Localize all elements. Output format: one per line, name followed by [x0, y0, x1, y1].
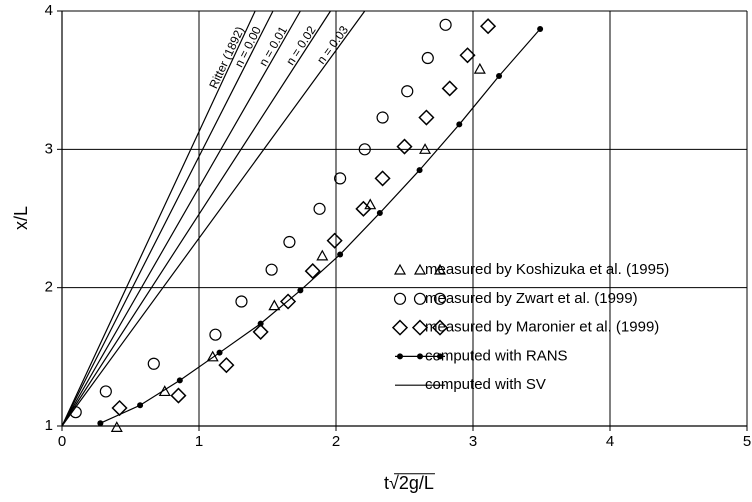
- legend-marker: [411, 319, 429, 336]
- point: [326, 232, 343, 249]
- x-tick-label: 3: [469, 433, 477, 450]
- sv-line: [61, 10, 256, 427]
- legend-marker: [397, 353, 403, 360]
- point: [473, 62, 486, 74]
- point: [147, 357, 160, 370]
- point: [439, 18, 452, 31]
- point: [401, 85, 414, 98]
- y-axis-label: x/L: [11, 206, 31, 230]
- point: [358, 143, 371, 156]
- sv-line: [61, 10, 332, 427]
- y-tick-label: 3: [45, 140, 53, 157]
- point: [376, 111, 389, 124]
- point: [257, 320, 264, 327]
- point: [459, 47, 476, 64]
- point: [265, 263, 278, 276]
- point: [396, 138, 413, 155]
- line-label: n = 0.03: [314, 23, 351, 67]
- point: [137, 402, 144, 409]
- point: [480, 18, 497, 35]
- legend-marker: [433, 263, 447, 275]
- legend-label: measured by Zwart et al. (1999): [425, 290, 638, 307]
- x-tick-label: 2: [332, 433, 340, 450]
- point: [416, 167, 423, 174]
- point: [252, 323, 269, 340]
- point: [337, 251, 344, 258]
- point: [235, 295, 248, 308]
- point: [283, 235, 296, 249]
- y-tick-label: 1: [45, 417, 53, 434]
- y-tick-label: 2: [45, 279, 53, 296]
- point: [209, 328, 222, 341]
- point: [537, 25, 544, 32]
- point: [110, 421, 123, 432]
- point: [496, 73, 503, 80]
- legend-marker: [417, 353, 423, 360]
- point: [170, 387, 187, 404]
- legend-marker: [433, 292, 447, 305]
- legend-label: computed with SV: [425, 376, 546, 393]
- sv-line: [61, 10, 366, 427]
- point: [376, 209, 383, 216]
- point: [334, 172, 347, 185]
- legend-marker: [437, 353, 443, 360]
- point: [216, 349, 223, 356]
- legend-label: computed with RANS: [425, 347, 568, 364]
- legend-label: measured by Maronier et al. (1999): [425, 319, 659, 336]
- point: [441, 80, 458, 97]
- legend-marker: [431, 319, 449, 336]
- legend-marker: [391, 319, 409, 336]
- y-tick-label: 4: [45, 2, 53, 19]
- point: [313, 202, 326, 215]
- point: [419, 143, 432, 154]
- point: [176, 377, 183, 384]
- point: [297, 287, 304, 294]
- sv-line: [61, 10, 301, 427]
- x-tick-label: 0: [58, 433, 66, 450]
- line-label: n = 0.02: [283, 23, 319, 68]
- point: [418, 109, 435, 126]
- rans-line: [100, 28, 541, 424]
- legend-marker: [393, 263, 407, 275]
- point: [355, 200, 372, 217]
- legend-label: measured by Koshizuka et al. (1995): [425, 261, 669, 278]
- point: [268, 299, 281, 311]
- point: [456, 121, 463, 128]
- x-axis-label: t√2g/L: [384, 473, 434, 493]
- point: [279, 293, 297, 310]
- point: [304, 263, 321, 280]
- point: [421, 51, 434, 65]
- point: [316, 249, 329, 261]
- point: [218, 357, 235, 374]
- sv-line: [61, 10, 274, 427]
- point: [99, 385, 112, 398]
- x-tick-label: 4: [606, 433, 614, 450]
- legend-marker: [413, 263, 427, 275]
- legend-marker: [393, 292, 407, 305]
- legend-marker: [413, 292, 427, 305]
- point: [97, 420, 104, 427]
- x-tick-label: 1: [195, 433, 203, 450]
- x-tick-label: 5: [743, 433, 751, 450]
- point: [374, 170, 391, 187]
